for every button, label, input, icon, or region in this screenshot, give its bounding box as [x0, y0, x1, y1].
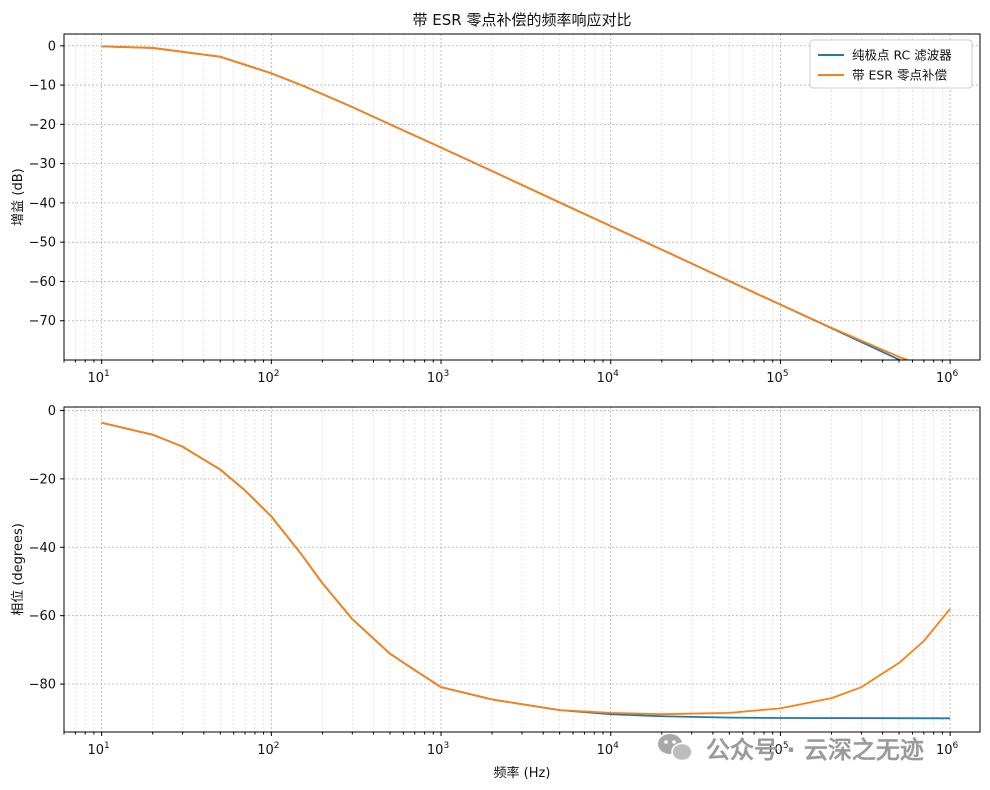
y-tick-label: 0 [48, 404, 56, 419]
legend-box [809, 39, 973, 89]
series-line-0 [101, 45, 903, 360]
y-tick-label: 0 [48, 39, 56, 54]
series-line-0 [101, 421, 951, 720]
grid [60, 34, 980, 364]
x-tick-label: 102 [257, 369, 279, 386]
x-tick-label: 101 [88, 741, 110, 758]
wechat-icon [658, 734, 693, 762]
y-tick-label: −30 [29, 157, 56, 172]
grid [60, 407, 980, 736]
y-tick-label: −40 [29, 541, 56, 556]
x-tick-label: 105 [766, 741, 788, 758]
x-tick-label: 103 [427, 741, 449, 758]
x-tick-label: 104 [597, 741, 620, 758]
watermark-text: 公众号 · 云深之无迹 [706, 736, 924, 764]
series-line-1 [101, 421, 951, 716]
x-tick-label: 105 [766, 369, 788, 386]
series-group [101, 45, 911, 360]
x-tick-label: 102 [257, 741, 279, 758]
y-tick-label: −70 [29, 314, 56, 329]
series-line-1 [101, 45, 911, 360]
y-tick-label: −60 [29, 609, 56, 624]
y-tick-label: −20 [29, 118, 56, 133]
gain-panel: 101 102 103 104 105 106 0 −10 −20 −30 −40 −50 −60 −70… [11, 11, 981, 386]
y-tick-label: −10 [29, 79, 56, 94]
x-tick-label: 103 [427, 369, 449, 386]
y-axis-label: 相位 (degrees) [11, 523, 26, 616]
x-tick-label: 106 [936, 369, 959, 386]
chart-title: 带 ESR 零点补偿的频率响应对比 [413, 11, 632, 29]
x-tick-label: 101 [88, 369, 110, 386]
y-tick-label: −50 [29, 236, 56, 251]
watermark: 公众号 · 云深之无迹 [658, 734, 924, 764]
y-tick-label: −20 [29, 472, 56, 487]
y-tick-label: −80 [29, 678, 56, 693]
phase-panel: 101 102 103 104 105 106 0 −20 −40 −60 −80 频率 (Hz) 相位… [11, 404, 981, 781]
x-tick-label: 106 [936, 741, 959, 758]
y-tick-label: −60 [29, 275, 56, 290]
x-axis-label: 频率 (Hz) [494, 765, 551, 781]
legend-entry: 纯极点 RC 滤波器 [852, 48, 952, 63]
series-group [101, 421, 951, 720]
y-tick-label: −40 [29, 196, 56, 211]
plot-frame [63, 33, 981, 361]
x-tick-label: 104 [597, 369, 620, 386]
y-axis-label: 增益 (dB) [11, 168, 26, 225]
plot-frame [63, 406, 981, 733]
legend-entry: 带 ESR 零点补偿 [852, 68, 947, 83]
